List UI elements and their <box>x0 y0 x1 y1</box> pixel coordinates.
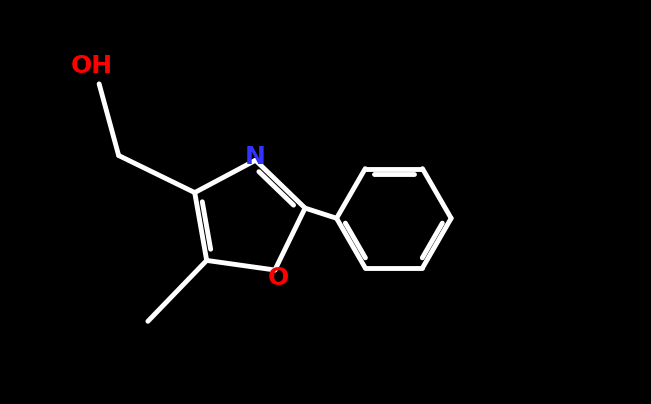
Text: OH: OH <box>70 54 113 78</box>
Text: N: N <box>245 145 266 169</box>
Text: O: O <box>268 266 289 290</box>
